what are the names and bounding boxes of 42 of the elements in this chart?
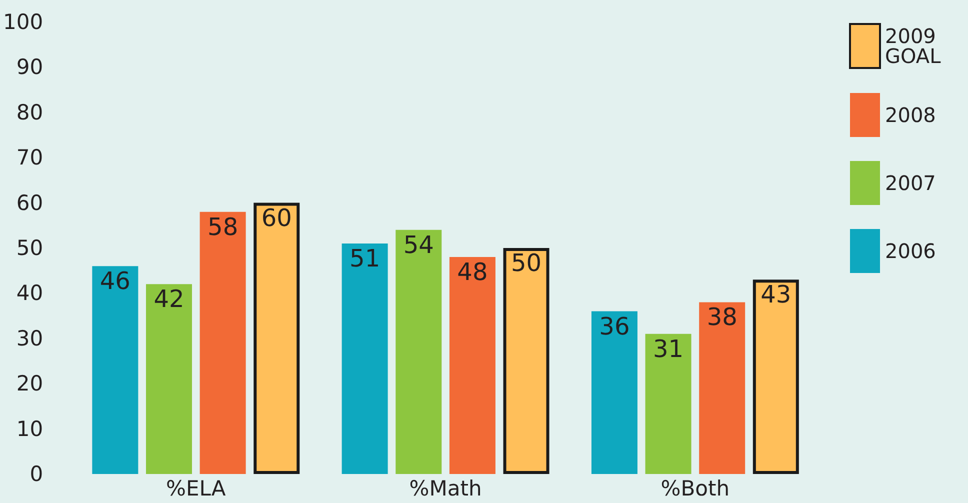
y-tick-label: 40 [16, 281, 44, 306]
x-tick-label: %ELA [166, 476, 226, 500]
bar [254, 202, 300, 474]
x-tick-label: %Both [660, 476, 730, 500]
bar [396, 230, 442, 474]
y-tick-label: 50 [16, 236, 44, 260]
bar [146, 284, 192, 474]
bar [342, 243, 388, 474]
y-tick-label: 0 [30, 462, 44, 486]
data-label: 36 [599, 312, 630, 340]
bar [752, 280, 799, 474]
legend-label: 2006 [885, 239, 936, 263]
data-label: 38 [706, 303, 738, 332]
bar [645, 334, 692, 474]
data-label: 42 [154, 285, 184, 314]
data-label: 54 [403, 230, 434, 259]
x-tick-label: %Math [409, 476, 482, 500]
legend-label: 2009 GOAL [885, 24, 942, 68]
data-label: 31 [652, 334, 684, 363]
y-tick-label: 60 [16, 190, 44, 215]
y-tick-label: 70 [16, 146, 44, 170]
bar [503, 248, 550, 474]
data-label: 46 [100, 267, 130, 296]
bar [449, 257, 496, 474]
bar [92, 266, 138, 474]
y-tick-label: 80 [16, 100, 44, 124]
y-tick-label: 30 [16, 326, 44, 350]
bar [699, 302, 746, 474]
legend-label: 2007 [885, 171, 936, 195]
legend-label: 2008 [885, 103, 936, 127]
data-label: 60 [261, 204, 292, 232]
data-label: 50 [511, 249, 542, 277]
bar [200, 212, 246, 474]
data-label: 48 [457, 258, 488, 286]
data-label: 51 [350, 244, 380, 272]
data-label: 58 [208, 212, 238, 241]
y-tick-label: 100 [2, 10, 44, 34]
y-tick-label: 20 [16, 372, 44, 396]
y-tick-label: 10 [16, 416, 44, 441]
data-label: 43 [760, 280, 792, 309]
bar [591, 311, 638, 474]
y-tick-label: 90 [16, 55, 44, 80]
